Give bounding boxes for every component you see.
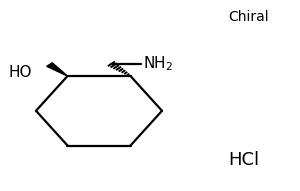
- Text: HO: HO: [9, 65, 32, 80]
- Polygon shape: [47, 63, 68, 76]
- Text: HCl: HCl: [228, 151, 259, 169]
- Text: NH$_2$: NH$_2$: [143, 55, 173, 73]
- Text: Chiral: Chiral: [228, 10, 268, 24]
